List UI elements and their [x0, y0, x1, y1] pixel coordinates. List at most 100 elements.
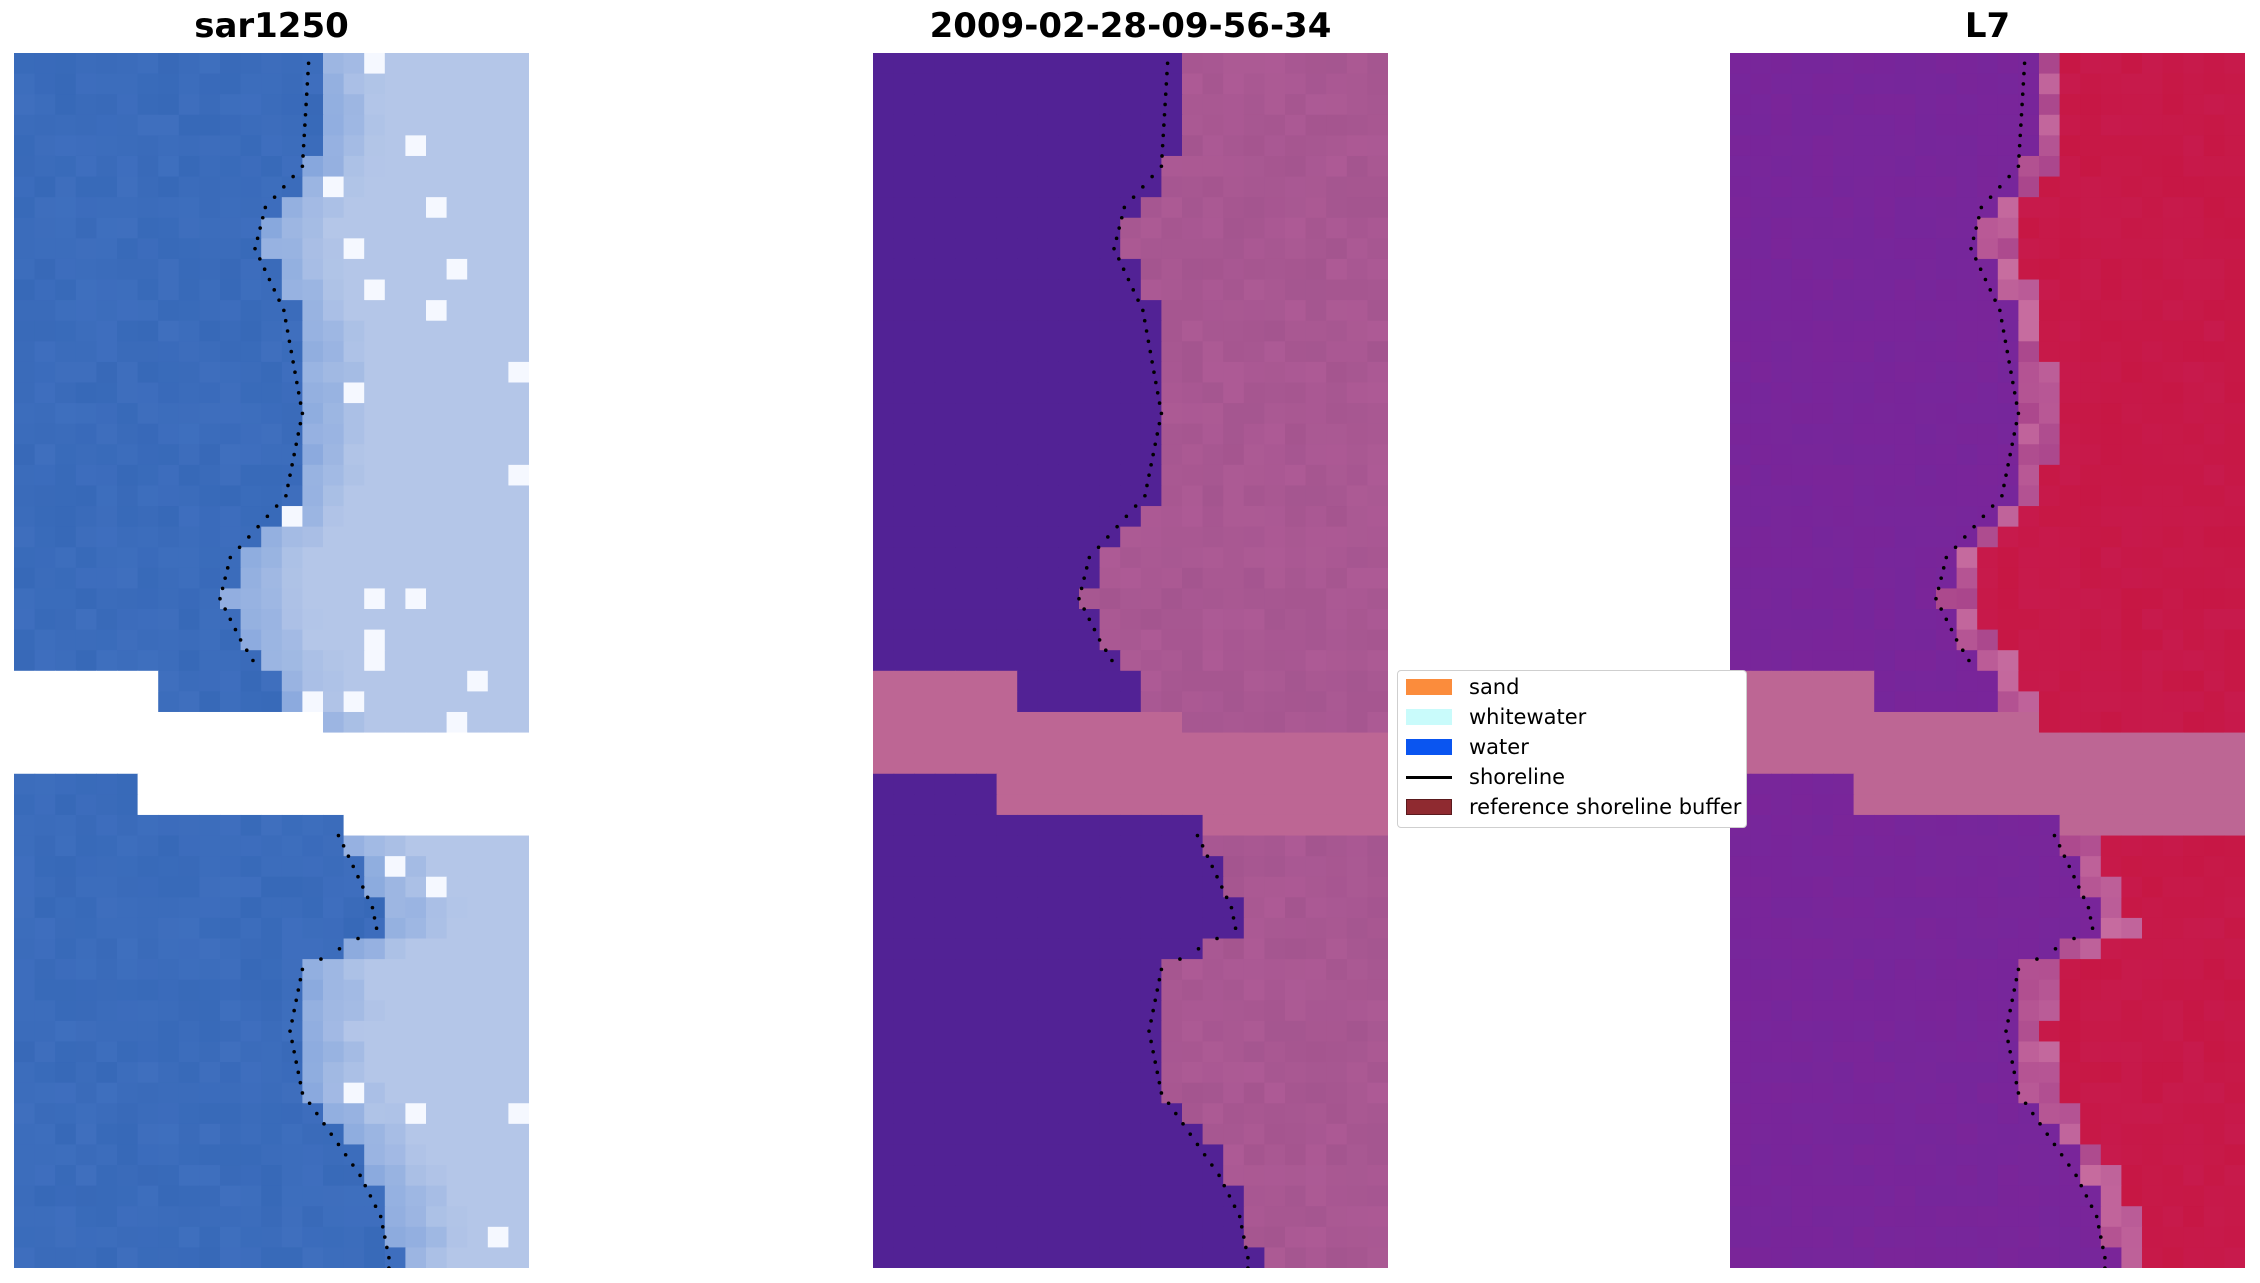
- pixel-cell: [1915, 835, 1937, 857]
- pixel-cell: [1367, 258, 1388, 281]
- pixel-cell: [2039, 526, 2061, 548]
- pixel-cell: [2100, 814, 2122, 837]
- pixel-cell: [117, 1062, 139, 1084]
- pixel-cell: [446, 959, 468, 981]
- shoreline-dot: [1136, 298, 1140, 302]
- pixel-cell: [2203, 94, 2225, 116]
- pixel-cell: [1936, 382, 1958, 404]
- pixel-cell: [137, 176, 159, 198]
- shoreline-dot: [1157, 401, 1162, 405]
- pixel-cell: [1305, 1144, 1327, 1166]
- pixel-cell: [487, 155, 509, 178]
- pixel-cell: [34, 279, 56, 301]
- pixel-cell: [1120, 979, 1142, 1001]
- pixel-cell: [1894, 300, 1916, 322]
- pixel-cell: [302, 1165, 324, 1187]
- pixel-cell: [508, 959, 529, 981]
- pixel-cell: [2203, 526, 2225, 548]
- pixel-cell: [220, 279, 242, 301]
- pixel-cell: [1915, 711, 1937, 734]
- pixel-cell: [14, 835, 36, 857]
- pixel-cell: [117, 1082, 139, 1104]
- pixel-cell: [1285, 258, 1307, 281]
- pixel-cell: [34, 732, 56, 754]
- pixel-cell: [2100, 1082, 2122, 1104]
- pixel-cell: [1956, 73, 1978, 95]
- pixel-cell: [1833, 464, 1855, 487]
- pixel-cell: [976, 53, 998, 75]
- sand-swatch: [1406, 679, 1452, 695]
- pixel-cell: [117, 753, 139, 775]
- pixel-cell: [996, 361, 1018, 384]
- pixel-cell: [323, 155, 345, 178]
- pixel-cell: [1058, 361, 1080, 384]
- pixel-cell: [1058, 1247, 1080, 1268]
- pixel-cell: [1977, 938, 1999, 960]
- pixel-cell: [1305, 979, 1327, 1001]
- pixel-cell: [2203, 773, 2225, 795]
- pixel-cell: [384, 814, 406, 837]
- pixel-cell: [1750, 959, 1772, 981]
- pixel-cell: [893, 1000, 915, 1022]
- pixel-cell: [178, 588, 200, 610]
- pixel-cell: [117, 176, 139, 198]
- pixel-cell: [14, 773, 36, 795]
- shoreline-dot: [300, 164, 305, 169]
- pixel-cell: [1936, 1247, 1958, 1268]
- pixel-cell: [2039, 609, 2061, 631]
- pixel-cell: [1079, 135, 1101, 157]
- pixel-cell: [1243, 876, 1265, 898]
- pixel-cell: [1791, 547, 1813, 569]
- pixel-cell: [1223, 238, 1245, 260]
- pixel-cell: [934, 876, 956, 898]
- pixel-cell: [1223, 835, 1245, 857]
- pixel-cell: [2059, 1000, 2081, 1022]
- pixel-cell: [158, 609, 180, 631]
- shoreline-dot: [305, 82, 310, 86]
- pixel-cell: [158, 485, 180, 507]
- pixel-cell: [914, 897, 936, 919]
- pixel-cell: [1977, 711, 1999, 734]
- pixel-cell: [199, 176, 221, 198]
- pixel-cell: [1367, 773, 1388, 795]
- pixel-cell: [873, 1062, 895, 1084]
- pixel-cell: [364, 1185, 386, 1207]
- pixel-cell: [2142, 650, 2164, 672]
- pixel-cell: [2183, 1062, 2205, 1084]
- pixel-cell: [34, 320, 56, 342]
- rgb-image-panel: [14, 53, 529, 1268]
- pixel-cell: [1791, 217, 1813, 239]
- pixel-cell: [467, 856, 489, 878]
- pixel-cell: [1120, 711, 1142, 734]
- pixel-cell: [1730, 1020, 1752, 1043]
- pixel-cell: [281, 609, 303, 631]
- pixel-cell: [384, 155, 406, 178]
- pixel-cell: [914, 670, 936, 692]
- pixel-cell: [914, 753, 936, 775]
- pixel-cell: [1750, 279, 1772, 301]
- pixel-cell: [1140, 1247, 1162, 1268]
- pixel-cell: [1791, 732, 1813, 754]
- shoreline-dot: [1944, 617, 1949, 622]
- pixel-cell: [2059, 341, 2081, 363]
- pixel-cell: [1037, 1206, 1059, 1228]
- pixel-cell: [1346, 814, 1368, 837]
- pixel-cell: [137, 650, 159, 672]
- pixel-cell: [1367, 155, 1388, 178]
- pixel-cell: [2121, 485, 2143, 507]
- pixel-cell: [1099, 1206, 1121, 1228]
- pixel-cell: [96, 320, 118, 342]
- pixel-cell: [996, 1062, 1018, 1084]
- pixel-cell: [1182, 526, 1204, 548]
- pixel-cell: [261, 444, 283, 466]
- pixel-cell: [2224, 547, 2245, 569]
- pixel-cell: [2162, 258, 2184, 281]
- shoreline-dot: [2014, 1080, 2019, 1085]
- pixel-cell: [1264, 732, 1286, 754]
- pixel-cell: [1894, 773, 1916, 795]
- pixel-cell: [934, 300, 956, 322]
- pixel-cell: [2039, 1020, 2061, 1043]
- shoreline-dot: [303, 112, 308, 117]
- pixel-cell: [1202, 506, 1224, 528]
- pixel-cell: [117, 835, 139, 857]
